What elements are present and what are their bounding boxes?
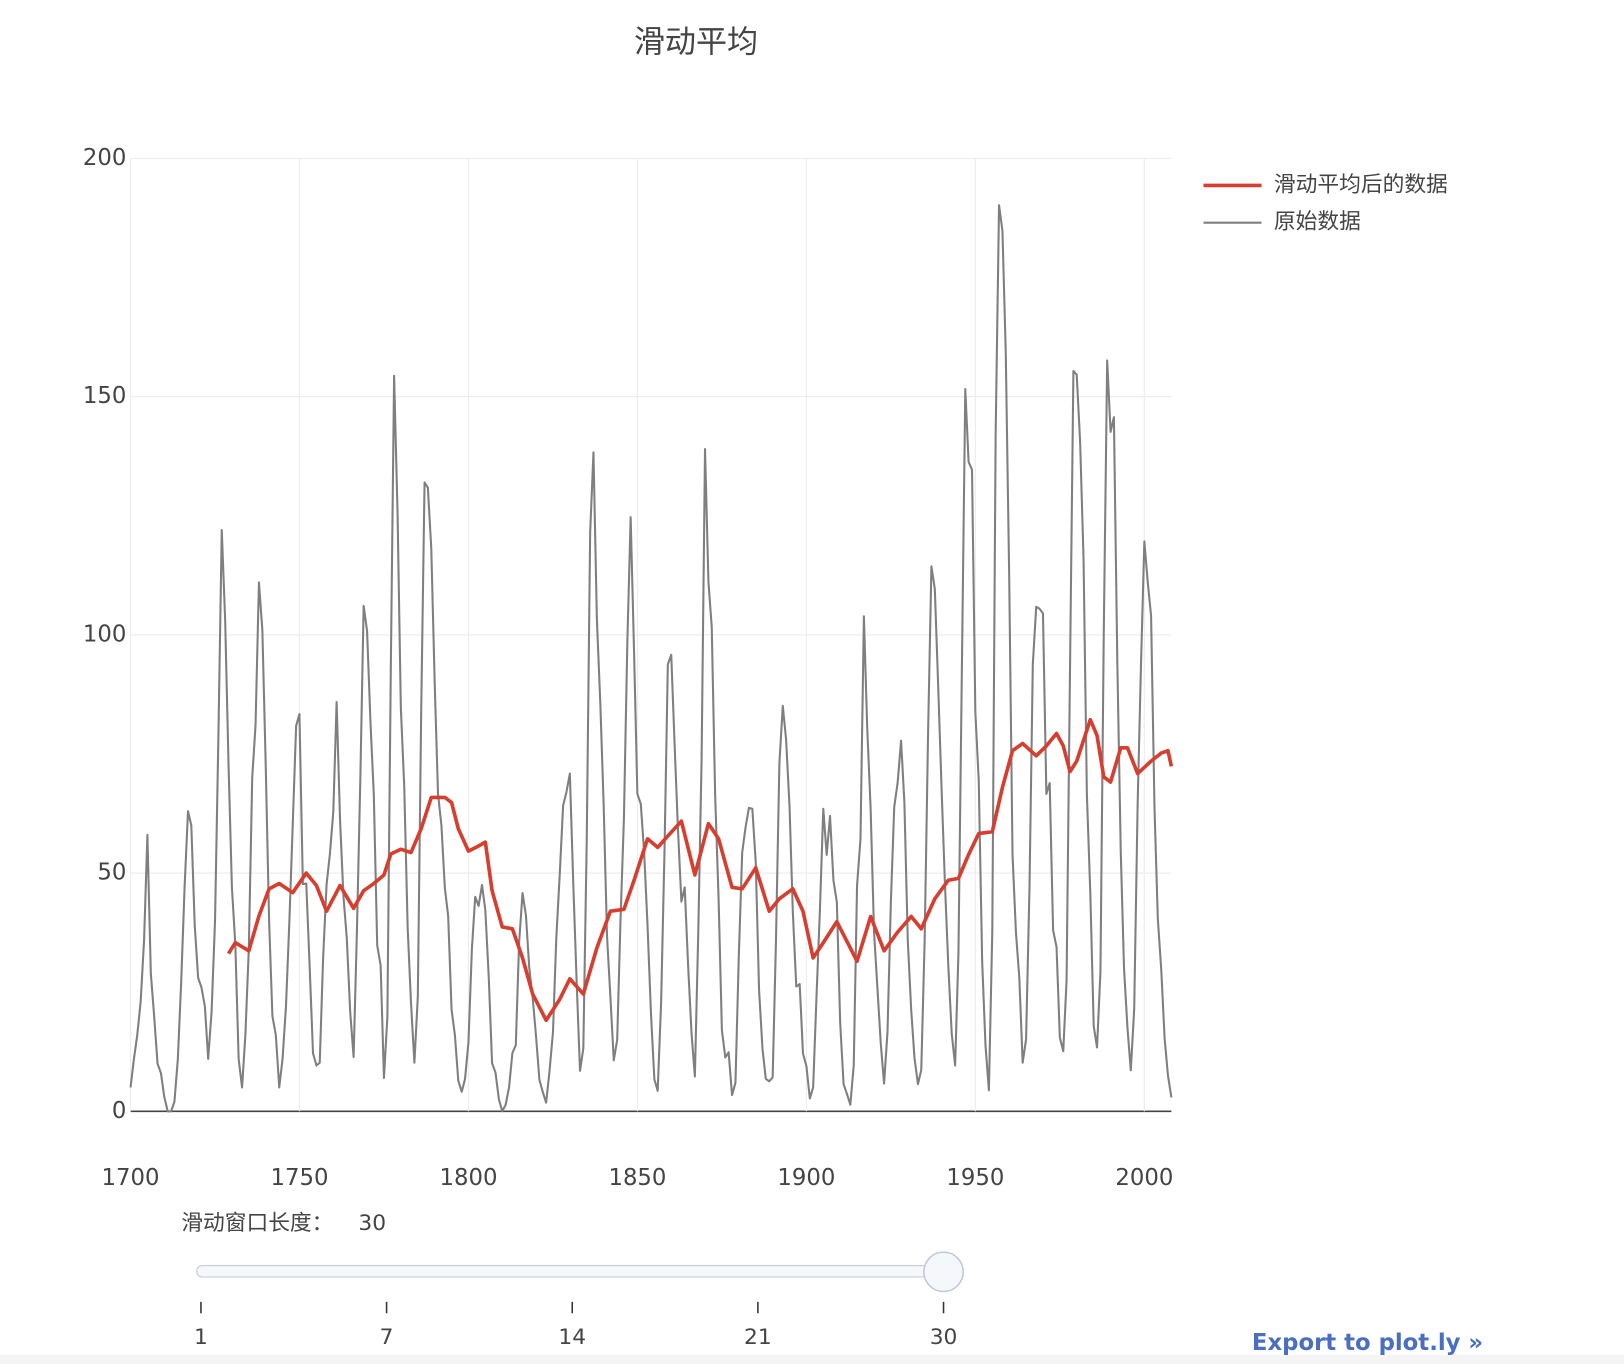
x-tick-label: 1750 — [271, 1165, 329, 1191]
slider[interactable]: 滑动窗口长度： 30 1 7 14 21 30 — [181, 1211, 964, 1350]
slider-knob[interactable] — [923, 1251, 964, 1293]
slider-track[interactable] — [196, 1265, 954, 1278]
series-line — [226, 717, 1174, 1023]
y-tick-label: 0 — [112, 1098, 126, 1124]
y-tick-label: 100 — [83, 621, 126, 647]
slider-tick-label: 21 — [744, 1325, 772, 1350]
slider-tick-label: 1 — [194, 1325, 208, 1350]
slider-tick-label: 7 — [380, 1325, 394, 1350]
slider-tick-label: 30 — [930, 1325, 958, 1350]
x-tick-label: 1850 — [608, 1165, 666, 1191]
x-tick-label: 1900 — [777, 1165, 835, 1191]
x-tick-label: 2000 — [1115, 1165, 1173, 1191]
legend-label: 滑动平均后的数据 — [1274, 172, 1448, 197]
y-tick-label: 150 — [83, 383, 126, 409]
export-link[interactable]: Export to plot.ly » — [1252, 1330, 1483, 1356]
chart-title: 滑动平均 — [634, 24, 758, 60]
legend-label: 原始数据 — [1274, 210, 1361, 235]
footer-band — [0, 1354, 1624, 1364]
plot-area — [129, 204, 1174, 1113]
y-tick-label: 50 — [97, 860, 126, 886]
slider-label: 滑动窗口长度： — [181, 1211, 333, 1236]
slider-current-value: 30 — [358, 1211, 386, 1236]
series-line — [129, 204, 1173, 1113]
grid: 0 50 100 150 200 1700 1750 1800 1850 1900 1950 2000 — [83, 145, 1173, 1191]
slider-tick-label: 14 — [558, 1325, 586, 1350]
y-tick-label: 200 — [83, 145, 126, 171]
x-tick-label: 1800 — [439, 1165, 497, 1191]
x-tick-label: 1950 — [946, 1165, 1004, 1191]
x-tick-label: 1700 — [102, 1165, 160, 1191]
